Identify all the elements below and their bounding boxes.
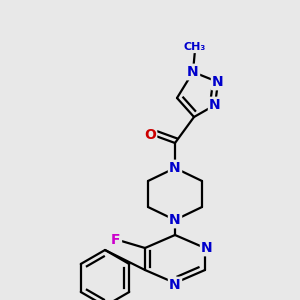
Text: O: O	[144, 128, 156, 142]
Text: N: N	[209, 98, 221, 112]
Text: N: N	[212, 75, 224, 89]
Text: N: N	[169, 213, 181, 227]
Text: N: N	[169, 278, 181, 292]
Text: N: N	[187, 65, 199, 79]
Text: N: N	[201, 241, 213, 255]
Text: CH₃: CH₃	[184, 42, 206, 52]
Text: N: N	[169, 161, 181, 175]
Text: F: F	[111, 233, 121, 247]
